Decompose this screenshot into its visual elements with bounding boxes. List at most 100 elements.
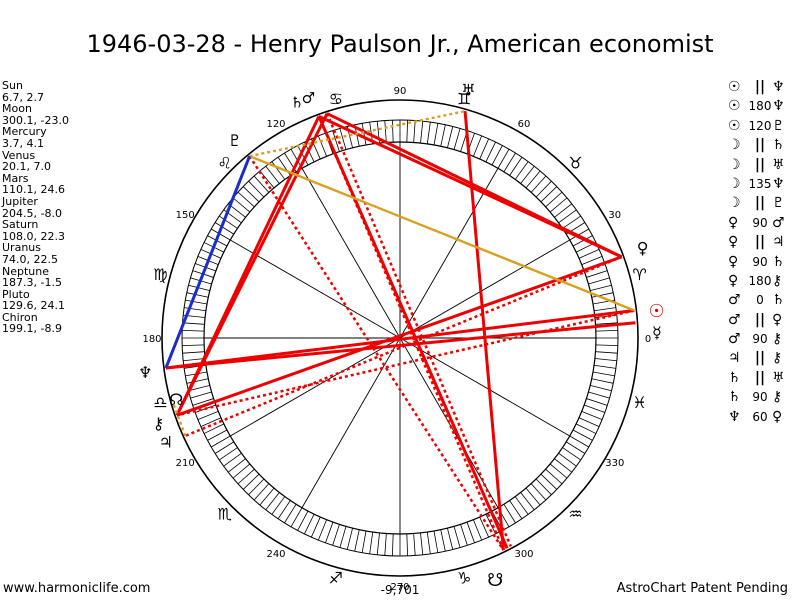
aspect-row: ♄ 90 ⚷ xyxy=(728,388,798,407)
aspect-type: 60 xyxy=(752,409,768,424)
aspect-planet-b: ♇ xyxy=(772,117,785,134)
aspect-type: || xyxy=(754,311,766,328)
aspect-row: ♂ 0 ♄ xyxy=(728,291,798,310)
planet-coords-moon: 300.1, -23.0 xyxy=(2,113,69,127)
degree-tick xyxy=(503,152,516,172)
planet-coords-pluto: 129.6, 24.1 xyxy=(2,299,65,313)
planet-name-sun: Sun xyxy=(2,79,23,92)
aspect-line-dotted xyxy=(184,255,623,438)
degree-tick xyxy=(578,248,600,259)
zodiac-sign-icon: ♋ xyxy=(329,89,343,108)
degree-tick xyxy=(460,524,468,546)
degree-tick xyxy=(271,496,286,515)
degree-tick xyxy=(440,529,446,552)
degree-tick xyxy=(590,284,612,291)
aspect-type: || xyxy=(754,369,766,386)
degree-tick xyxy=(545,191,563,208)
aspect-planet-a: ☉ xyxy=(728,79,741,95)
aspect-type: || xyxy=(754,350,766,367)
parallel-line xyxy=(164,155,251,369)
aspect-row: ☉ 180♆ xyxy=(728,97,798,116)
degree-tick xyxy=(248,478,265,496)
degree-label: 270 xyxy=(390,582,409,593)
degree-tick xyxy=(384,120,387,143)
degree-tick xyxy=(237,468,255,485)
saturn-icon: ♄ xyxy=(290,93,303,111)
footer-website[interactable]: www.harmoniclife.com xyxy=(3,581,151,596)
degree-label: 90 xyxy=(394,86,407,97)
aspect-line xyxy=(175,112,329,416)
aspect-planet-a: ☽ xyxy=(728,175,741,192)
planet-coords-uranus: 74.0, 22.5 xyxy=(2,252,58,266)
aspect-type: 90 xyxy=(752,332,768,347)
mars-icon: ♂ xyxy=(302,89,315,107)
degree-tick xyxy=(182,351,205,354)
mercury-icon: ☿ xyxy=(652,323,662,342)
degree-tick xyxy=(595,351,618,354)
degree-tick xyxy=(566,441,586,454)
chiron-icon: ⚷ xyxy=(153,414,165,433)
planet-name-neptune: Neptune xyxy=(2,264,50,278)
aspect-planet-a: ♄ xyxy=(728,369,741,386)
degree-tick xyxy=(545,468,563,485)
sun-icon: ☉ xyxy=(649,301,665,322)
aspect-row: ♂ 90 ⚷ xyxy=(728,330,798,349)
chart-title: 1946-03-28 - Henry Paulson Jr., American… xyxy=(86,30,714,58)
neptune-icon: ♆ xyxy=(138,363,152,382)
degree-tick xyxy=(440,124,446,147)
degree-tick xyxy=(562,447,581,461)
degree-tick xyxy=(232,197,251,213)
aspect-planet-a: ☽ xyxy=(728,156,741,173)
degree-tick xyxy=(332,524,340,546)
degree-label: 300 xyxy=(514,549,533,560)
degree-tick xyxy=(188,284,210,291)
aspect-row: ☉ || ♆ xyxy=(728,78,798,97)
degree-label: 150 xyxy=(176,210,195,221)
division-spoke xyxy=(301,168,401,339)
degree-tick xyxy=(509,500,523,519)
degree-tick xyxy=(406,533,409,556)
aspect-row: ♀ 90 ♄ xyxy=(728,253,798,272)
zodiac-sign-icon: ♈ xyxy=(632,265,646,284)
degree-tick xyxy=(214,222,234,235)
zodiac-sign-icon: ♍ xyxy=(153,265,167,284)
zodiac-sign-icon: ♓ xyxy=(632,393,646,412)
degree-tick xyxy=(354,529,360,552)
degree-tick xyxy=(594,314,617,318)
aspect-type: 90 xyxy=(752,254,768,269)
aspect-planet-a: ♄ xyxy=(728,389,741,406)
venus-icon: ♀ xyxy=(637,238,649,257)
aspect-planet-a: ♀ xyxy=(728,234,739,251)
soft-aspect-line xyxy=(249,155,635,312)
degree-tick xyxy=(200,417,222,428)
degree-tick xyxy=(491,145,503,166)
degree-tick xyxy=(253,483,270,501)
north-node-icon: ☊ xyxy=(169,390,183,409)
degree-tick xyxy=(376,532,380,555)
degree-tick xyxy=(304,513,315,535)
degree-tick xyxy=(242,473,260,490)
aspect-type: || xyxy=(754,195,766,212)
degree-tick xyxy=(497,149,510,169)
degree-tick xyxy=(473,135,483,157)
aspect-planet-a: ♂ xyxy=(728,292,741,309)
aspect-planet-b: ♆ xyxy=(772,175,785,192)
degree-tick xyxy=(420,532,424,555)
degree-tick xyxy=(317,519,327,541)
aspect-planet-b: ⚷ xyxy=(772,389,783,406)
division-spoke xyxy=(399,168,499,339)
degree-tick xyxy=(479,516,490,538)
degree-tick xyxy=(525,170,541,189)
planet-name-jupiter: Jupiter xyxy=(2,194,38,208)
aspect-type: || xyxy=(754,137,766,154)
planet-coords-chiron: 199.1, -8.9 xyxy=(2,322,62,336)
aspect-line xyxy=(326,112,623,259)
aspect-planet-b: ♄ xyxy=(772,292,785,309)
aspect-planet-b: ♆ xyxy=(772,79,785,95)
aspect-planet-a: ♂ xyxy=(728,331,741,348)
planet-name-pluto: Pluto xyxy=(2,287,30,301)
aspect-row: ♀ 180⚷ xyxy=(728,272,798,291)
aspect-line-dotted xyxy=(325,113,512,547)
degree-tick xyxy=(188,385,210,392)
degree-tick xyxy=(284,504,297,524)
